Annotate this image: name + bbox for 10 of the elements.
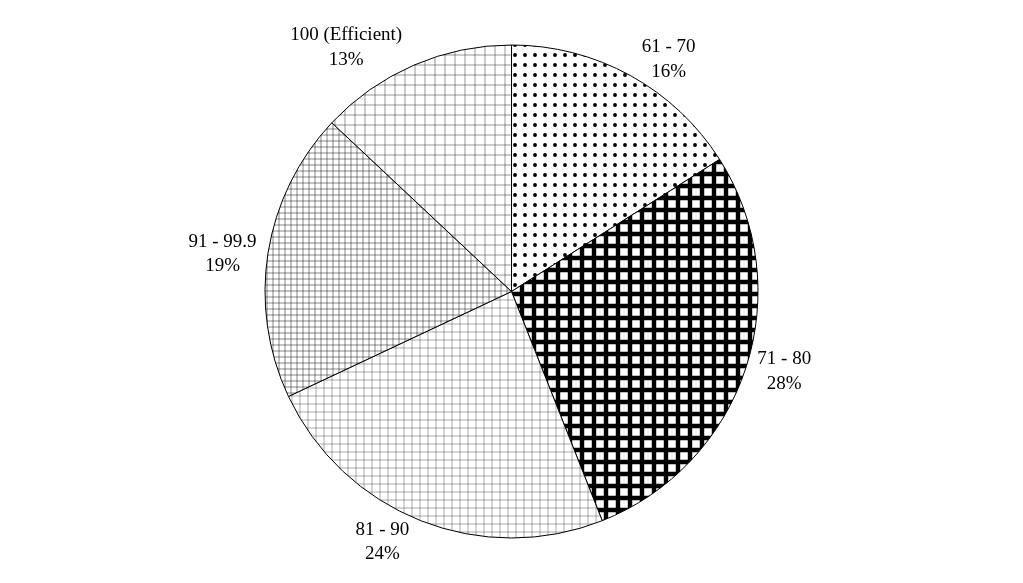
data-label: 16% <box>651 59 687 81</box>
data-label: 19% <box>205 254 241 276</box>
data-label: 28% <box>766 371 802 393</box>
slice-label: 71 - 80 <box>757 347 812 368</box>
data-label: 13% <box>328 47 364 69</box>
slice-label: 100 (Efficient) <box>290 23 403 46</box>
slice-label: 61 - 70 <box>641 35 696 57</box>
slice-label: 81 - 90 <box>355 517 410 539</box>
slice-label: 91 - 99.9 <box>188 229 257 251</box>
data-label: 24% <box>365 542 400 564</box>
